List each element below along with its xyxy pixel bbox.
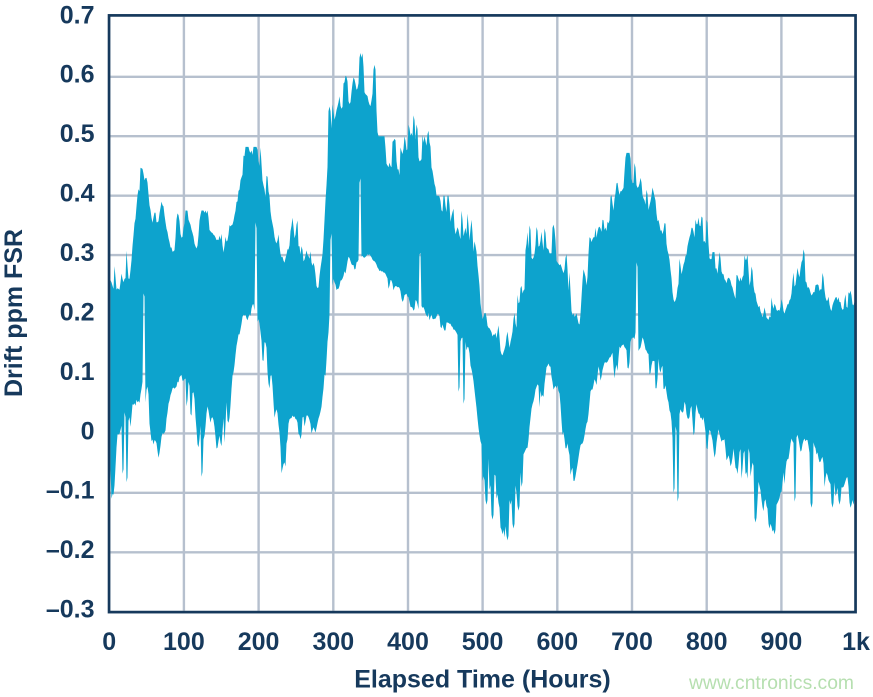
svg-text:0.4: 0.4	[60, 180, 95, 208]
svg-text:800: 800	[686, 628, 728, 656]
svg-text:0.1: 0.1	[60, 358, 95, 386]
svg-text:0.3: 0.3	[60, 239, 95, 267]
svg-text:Drift ppm FSR: Drift ppm FSR	[0, 229, 28, 397]
svg-text:700: 700	[611, 628, 653, 656]
svg-text:Elapsed Time (Hours): Elapsed Time (Hours)	[354, 666, 611, 694]
svg-text:0.6: 0.6	[60, 61, 95, 89]
svg-text:500: 500	[462, 628, 504, 656]
svg-text:0.7: 0.7	[60, 1, 95, 29]
svg-text:100: 100	[163, 628, 205, 656]
svg-text:900: 900	[761, 628, 803, 656]
svg-text:0.2: 0.2	[60, 298, 95, 326]
svg-text:–0.3: –0.3	[46, 596, 95, 624]
svg-text:600: 600	[536, 628, 578, 656]
svg-text:400: 400	[387, 628, 429, 656]
svg-text:0.5: 0.5	[60, 120, 95, 148]
svg-text:www.cntronics.com: www.cntronics.com	[688, 673, 854, 694]
svg-text:200: 200	[238, 628, 280, 656]
svg-text:0: 0	[81, 417, 95, 445]
svg-text:–0.1: –0.1	[46, 477, 95, 505]
svg-text:0: 0	[102, 628, 116, 656]
svg-text:–0.2: –0.2	[46, 536, 95, 564]
svg-text:1k: 1k	[842, 628, 870, 656]
svg-text:300: 300	[312, 628, 354, 656]
